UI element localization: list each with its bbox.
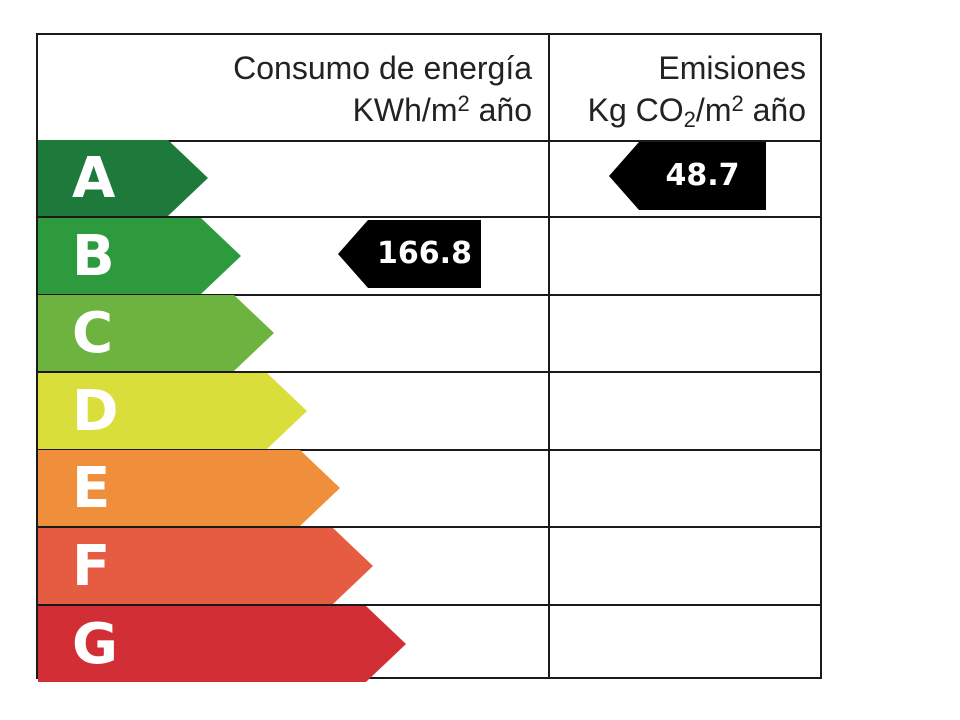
rating-arrow-shape-c bbox=[38, 295, 274, 372]
emissions-title: Emisiones bbox=[658, 50, 806, 86]
rating-row-c: C bbox=[38, 295, 820, 374]
energy-label-card: Consumo de energía KWh/m2 año Emisiones … bbox=[36, 33, 822, 682]
energy-consumption-header: Consumo de energía KWh/m2 año bbox=[38, 47, 532, 131]
rating-arrow-e bbox=[38, 450, 340, 527]
rating-letter-g: G bbox=[72, 611, 118, 677]
rating-row-f: F bbox=[38, 528, 820, 606]
rating-arrow-shape-b bbox=[38, 217, 241, 294]
emissions-unit-suffix: año bbox=[743, 92, 806, 128]
rating-arrow-a bbox=[38, 140, 208, 216]
rating-arrow-shape-g bbox=[38, 605, 406, 682]
rating-letter-b: B bbox=[72, 223, 115, 289]
energy-indicator-value: 166.8 bbox=[377, 235, 472, 271]
rating-row-d: D bbox=[38, 372, 820, 451]
energy-unit: KWh/m2 año bbox=[38, 89, 532, 131]
column-divider bbox=[548, 35, 550, 677]
rating-letter-f: F bbox=[72, 534, 111, 599]
rating-arrow-d bbox=[38, 372, 307, 449]
rating-band-d: D bbox=[38, 372, 307, 449]
emissions-indicator-arrow bbox=[609, 142, 766, 210]
rating-band-e: E bbox=[38, 450, 340, 527]
rating-letter-c: C bbox=[72, 301, 114, 367]
header-row: Consumo de energía KWh/m2 año Emisiones … bbox=[38, 35, 820, 142]
emissions-unit-sub: 2 bbox=[683, 107, 696, 132]
rating-arrow-shape-d bbox=[38, 372, 307, 449]
energy-indicator: 166.8 bbox=[338, 219, 481, 288]
rating-row-a: A 48.7 bbox=[38, 140, 820, 218]
emissions-unit: Kg CO2/m2 año bbox=[550, 89, 806, 131]
emissions-unit-mid: /m bbox=[695, 92, 732, 128]
rating-letter-d: D bbox=[72, 378, 119, 444]
rating-letter-a: A bbox=[72, 146, 116, 211]
rating-arrow-shape-e bbox=[38, 450, 340, 527]
rating-band-g: G bbox=[38, 605, 406, 682]
rating-arrow-g bbox=[38, 605, 406, 682]
rating-band-f: F bbox=[38, 528, 373, 604]
emissions-unit-sup: 2 bbox=[731, 91, 744, 116]
rating-arrow-c bbox=[38, 295, 274, 372]
rating-arrow-shape-a bbox=[38, 140, 208, 216]
emissions-unit-prefix: Kg CO bbox=[587, 92, 684, 128]
rating-letter-e: E bbox=[72, 456, 111, 522]
rating-row-e: E bbox=[38, 450, 820, 529]
rating-row-g: G bbox=[38, 605, 820, 682]
energy-indicator-arrow-shape bbox=[338, 219, 481, 288]
emissions-indicator-arrow-shape bbox=[609, 142, 766, 210]
rating-arrow-shape-f bbox=[38, 528, 373, 604]
energy-unit-sup: 2 bbox=[457, 91, 470, 116]
emissions-indicator: 48.7 bbox=[609, 142, 766, 210]
emissions-header: Emisiones Kg CO2/m2 año bbox=[550, 47, 806, 131]
rating-row-b: B 166.8 bbox=[38, 217, 820, 296]
rating-band-a: A bbox=[38, 140, 208, 216]
rating-band-c: C bbox=[38, 295, 274, 372]
rating-arrow-b bbox=[38, 217, 241, 294]
emissions-indicator-value: 48.7 bbox=[665, 158, 740, 193]
energy-unit-suffix: año bbox=[469, 92, 532, 128]
energy-title: Consumo de energía bbox=[233, 50, 532, 86]
energy-unit-prefix: KWh/m bbox=[352, 92, 458, 128]
rating-arrow-f bbox=[38, 528, 373, 604]
energy-indicator-arrow bbox=[338, 219, 481, 288]
rating-band-b: B bbox=[38, 217, 241, 294]
